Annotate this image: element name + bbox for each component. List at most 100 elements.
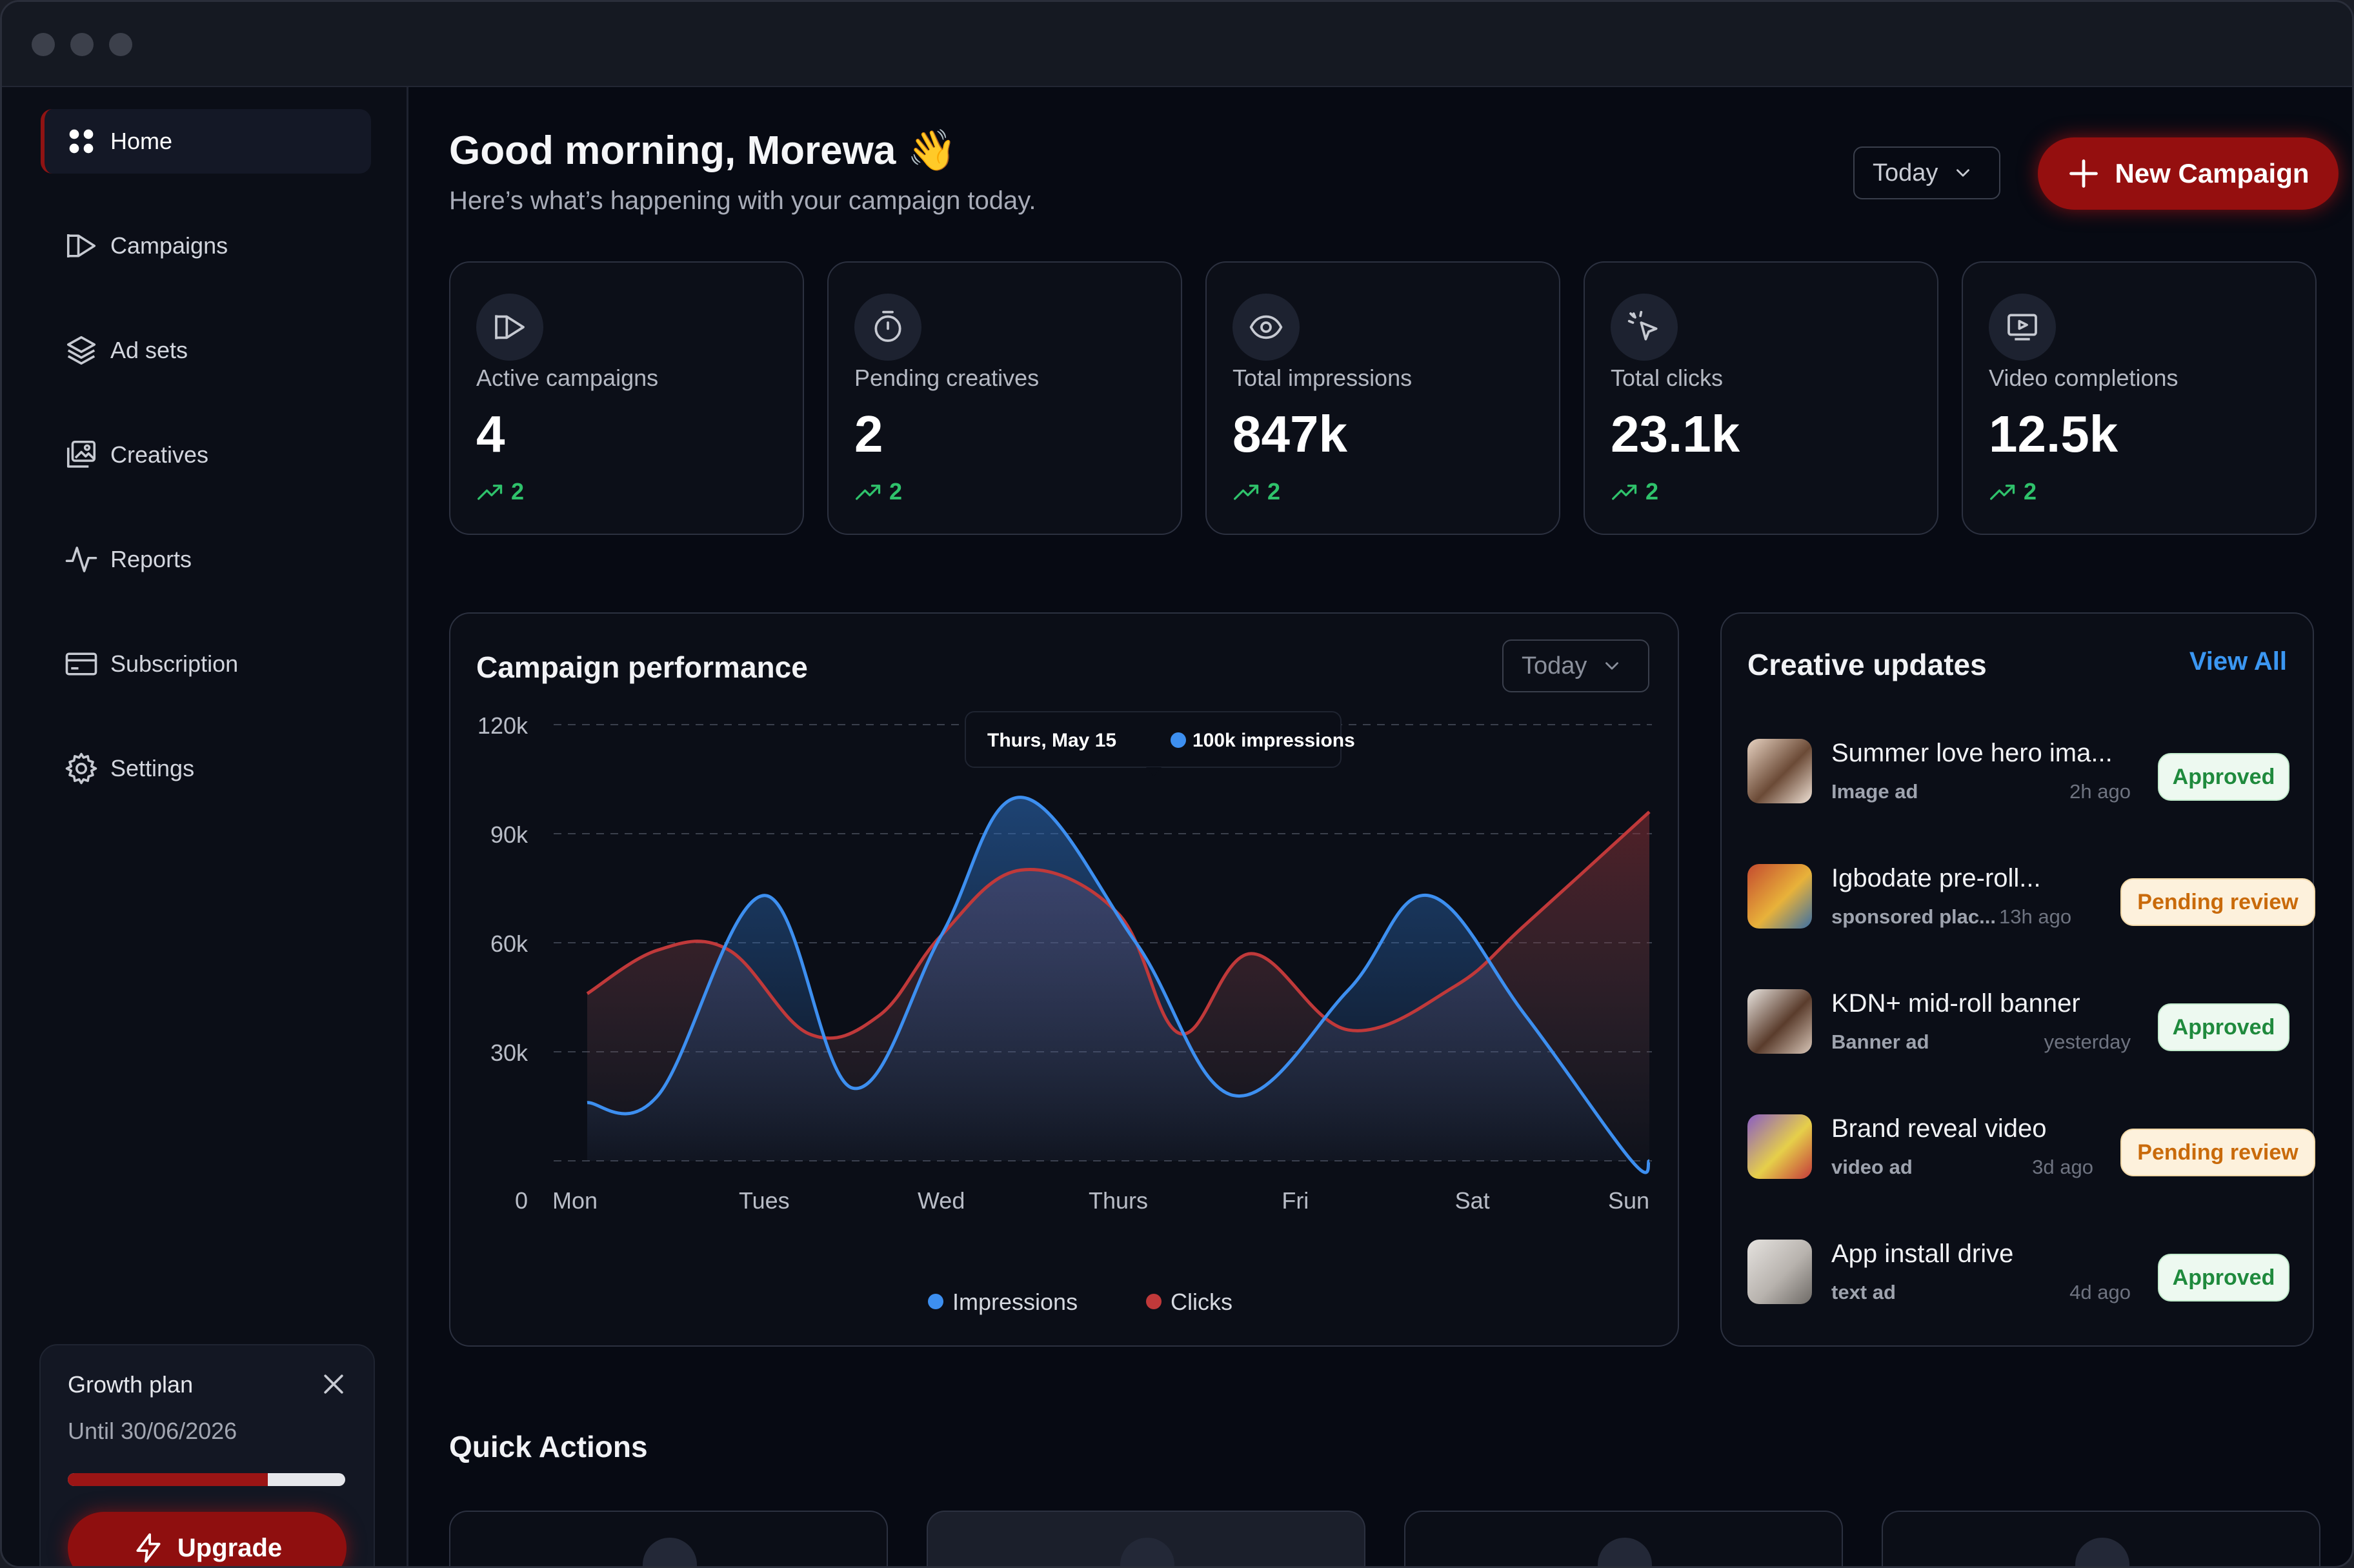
creative-time: 2h ago [2069, 780, 2131, 803]
x-tick-label: Sat [1455, 1187, 1490, 1214]
list-item[interactable]: Summer love hero ima... Image ad 2h ago App… [1747, 736, 2289, 807]
creative-title: Igbodate pre-roll... [1831, 864, 2041, 892]
stat-trend: 2 [476, 478, 524, 505]
stat-label: Video completions [1989, 365, 2178, 391]
stat-value: 2 [854, 405, 883, 463]
series-area-impressions [587, 797, 1649, 1173]
trend-up-icon [476, 479, 505, 505]
upgrade-button[interactable]: Upgrade [68, 1512, 347, 1566]
quick-action-card[interactable] [927, 1511, 1365, 1566]
window-minimize-dot[interactable] [70, 33, 94, 56]
x-tick-label: Mon [552, 1187, 598, 1214]
quick-action-card[interactable] [449, 1511, 888, 1566]
status-badge: Approved [2158, 753, 2289, 801]
window-zoom-dot[interactable] [109, 33, 132, 56]
x-tick-label: Wed [918, 1187, 965, 1214]
eye-icon [1232, 294, 1300, 361]
quick-action-icon [643, 1538, 697, 1566]
performance-period-select[interactable]: Today [1502, 639, 1649, 692]
quick-action-card[interactable] [1882, 1511, 2320, 1566]
sidebar-item-home[interactable]: Home [41, 109, 371, 174]
performance-title: Campaign performance [476, 650, 808, 684]
stat-card-pending-creatives[interactable]: Pending creatives 2 2 [827, 261, 1182, 535]
creative-type: text ad [1831, 1281, 1896, 1303]
sidebar-item-ad-sets[interactable]: Ad sets [41, 318, 371, 383]
stat-trend-value: 2 [2024, 478, 2037, 505]
megaphone-icon [476, 294, 543, 361]
stat-value: 12.5k [1989, 405, 2118, 463]
creative-thumbnail [1747, 864, 1812, 929]
sidebar-item-label: Creatives [110, 441, 209, 468]
series-line-impressions[interactable] [587, 796, 1651, 1174]
stat-card-active-campaigns[interactable]: Active campaigns 4 2 [449, 261, 804, 535]
sidebar: Home Campaigns Ad sets Creatives Reports [2, 87, 408, 1566]
creative-time: 3d ago [2032, 1156, 2093, 1178]
quick-action-icon [1598, 1538, 1652, 1566]
lightning-icon [132, 1532, 165, 1564]
list-item[interactable]: Brand reveal video video ad 3d ago Pending … [1747, 1112, 2315, 1183]
layers-icon [64, 333, 99, 368]
sidebar-item-label: Subscription [110, 650, 239, 677]
creative-thumbnail [1747, 1240, 1812, 1304]
stat-card-video-completions[interactable]: Video completions 12.5k 2 [1962, 261, 2317, 535]
stat-card-total-impressions[interactable]: Total impressions 847k 2 [1205, 261, 1560, 535]
period-select[interactable]: Today [1853, 146, 2000, 199]
x-tick-label: Sun [1608, 1187, 1649, 1214]
quick-action-icon [2075, 1538, 2129, 1566]
stat-label: Active campaigns [476, 365, 659, 391]
chevron-down-icon [1601, 655, 1623, 677]
x-tick-label: Tues [739, 1187, 790, 1214]
tooltip-value: 100k impressions [1192, 730, 1355, 751]
trend-up-icon [854, 479, 883, 505]
sidebar-item-settings[interactable]: Settings [41, 736, 371, 801]
title-bar [2, 2, 2352, 87]
card-icon [64, 647, 99, 681]
stat-trend-value: 2 [1267, 478, 1281, 505]
creative-title: Summer love hero ima... [1831, 739, 2113, 767]
creative-type: sponsored plac... [1831, 905, 1996, 928]
tooltip-pointer [1146, 767, 1162, 776]
plan-title: Growth plan [68, 1371, 194, 1398]
grid-icon [64, 124, 99, 159]
updates-title: Creative updates [1747, 648, 1987, 681]
sidebar-item-label: Ad sets [110, 337, 188, 363]
window-close-dot[interactable] [32, 33, 55, 56]
view-all-link[interactable]: View All [2189, 647, 2287, 676]
sidebar-item-subscription[interactable]: Subscription [41, 632, 371, 696]
y-tick-label: 30k [490, 1040, 528, 1066]
cursor-click-icon [1611, 294, 1678, 361]
tooltip-swatch [1171, 732, 1186, 748]
stat-value: 4 [476, 405, 505, 463]
y-tick-label: 120k [478, 712, 528, 739]
timer-icon [854, 294, 921, 361]
quick-action-card[interactable] [1404, 1511, 1843, 1566]
creative-time: 13h ago [1999, 905, 2072, 928]
page-subtitle: Here’s what’s happening with your campai… [449, 186, 1036, 215]
sidebar-item-campaigns[interactable]: Campaigns [41, 214, 371, 278]
list-item[interactable]: Igbodate pre-roll... sponsored plac... 13h… [1747, 861, 2315, 932]
creative-time: yesterday [2044, 1030, 2131, 1053]
creative-type: video ad [1831, 1156, 1913, 1178]
close-icon[interactable] [319, 1370, 348, 1398]
stat-trend: 2 [1611, 478, 1658, 505]
plan-progress-bar [68, 1473, 345, 1486]
stat-trend-value: 2 [511, 478, 525, 505]
sidebar-item-label: Reports [110, 546, 192, 572]
stat-trend: 2 [854, 478, 902, 505]
list-item[interactable]: App install drive text ad 4d ago Approved [1747, 1237, 2289, 1308]
status-badge: Pending review [2120, 1129, 2315, 1176]
sidebar-item-reports[interactable]: Reports [41, 527, 371, 592]
x-tick-label: Thurs [1089, 1187, 1148, 1214]
trend-up-icon [1611, 479, 1639, 505]
stat-card-total-clicks[interactable]: Total clicks 23.1k 2 [1584, 261, 1938, 535]
new-campaign-button[interactable]: New Campaign [2038, 137, 2339, 210]
sidebar-item-creatives[interactable]: Creatives [41, 423, 371, 487]
legend-label: Impressions [952, 1289, 1078, 1315]
activity-icon [64, 542, 99, 577]
chevron-down-icon [1952, 162, 1974, 184]
period-select-value: Today [1873, 159, 1938, 186]
stat-value: 23.1k [1611, 405, 1740, 463]
list-item[interactable]: KDN+ mid-roll banner Banner ad yesterday Ap… [1747, 987, 2289, 1058]
plus-icon [2067, 157, 2100, 190]
status-badge: Approved [2158, 1254, 2289, 1302]
